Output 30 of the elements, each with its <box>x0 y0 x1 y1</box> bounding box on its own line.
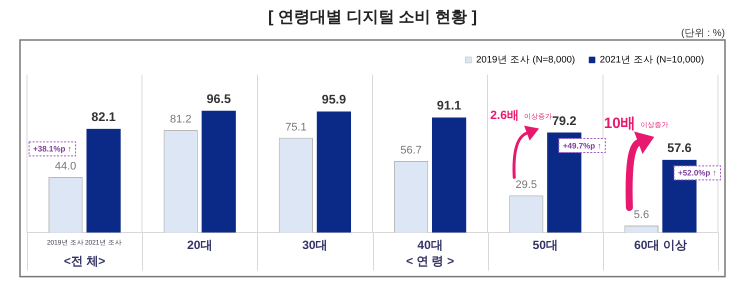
data-label: 96.5 <box>206 92 231 106</box>
data-label: 56.7 <box>400 144 422 157</box>
bar <box>432 118 466 233</box>
annotation: +49.7%p ↑ <box>562 141 602 150</box>
text: (단위 : %) <box>681 28 725 39</box>
text: < 연 령 > <box>406 254 454 268</box>
data-label: 95.9 <box>322 92 346 107</box>
bar <box>202 110 236 233</box>
x-tick-label: 40대 <box>417 238 443 252</box>
data-label: 79.2 <box>552 114 576 128</box>
legend-label: 2021년 조사 (N=10,000) <box>600 54 704 66</box>
bar <box>86 128 121 233</box>
data-label: 29.5 <box>516 178 537 191</box>
x-tick-label: 60대 이상 <box>634 238 687 252</box>
bar <box>316 111 352 233</box>
data-label: 82.1 <box>91 110 116 124</box>
data-label: 44.0 <box>54 160 76 173</box>
data-label: 75.1 <box>285 121 307 134</box>
data-label: 5.6 <box>634 209 650 222</box>
legend-label: 2019년 조사 (N=8,000) <box>476 54 576 66</box>
data-label: 57.6 <box>667 141 692 156</box>
annotation: +52.0%p ↑ <box>678 168 717 178</box>
data-label: 91.1 <box>436 98 462 113</box>
x-tick-label: 20대 <box>187 238 212 252</box>
chart-title: [ 연령대별 디지털 소비 현황 ] <box>268 9 477 26</box>
data-label: 81.2 <box>170 114 192 126</box>
annotation: +38.1%p ↑ <box>33 144 72 154</box>
text: <전 체> <box>64 254 106 268</box>
x-tick-label: 50대 <box>532 238 558 252</box>
x-tick-label: 30대 <box>302 238 328 252</box>
